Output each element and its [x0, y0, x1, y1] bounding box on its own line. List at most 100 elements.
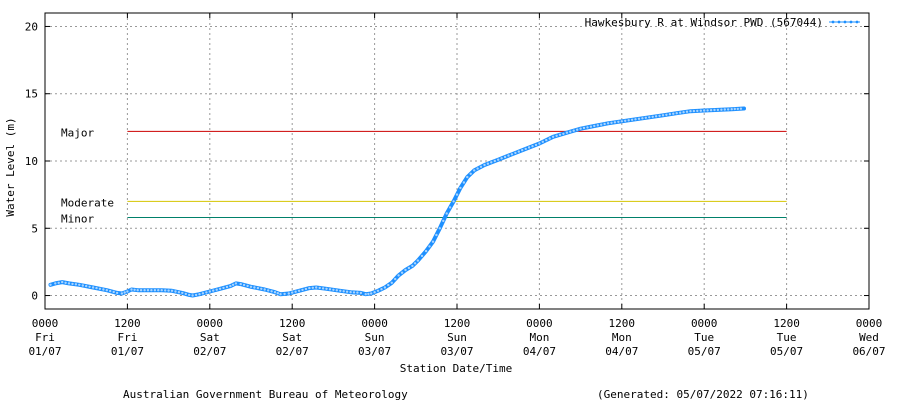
- series-line: [48, 106, 746, 298]
- data-point: [184, 292, 187, 296]
- data-point: [112, 290, 115, 294]
- data-point: [727, 108, 730, 111]
- data-point: [503, 155, 507, 159]
- data-point: [367, 292, 370, 296]
- data-point: [318, 286, 321, 290]
- data-point: [212, 289, 215, 292]
- data-point: [679, 111, 682, 114]
- data-point: [723, 108, 726, 111]
- x-tick-label: 1200: [609, 317, 636, 330]
- x-tick-label: 0000: [361, 317, 388, 330]
- legend-swatch-point: [837, 20, 841, 24]
- data-point: [234, 282, 238, 285]
- data-point: [91, 286, 95, 289]
- data-point: [682, 111, 685, 114]
- data-point: [218, 287, 222, 290]
- footer-source: Australian Government Bureau of Meteorol…: [123, 388, 408, 401]
- data-point: [120, 292, 124, 295]
- threshold-label-moderate: Moderate: [61, 196, 114, 209]
- data-point: [404, 268, 407, 272]
- data-point: [352, 291, 356, 294]
- x-tick-label: Wed: [859, 331, 879, 344]
- data-point: [510, 153, 514, 156]
- x-tick-label: 03/07: [440, 345, 473, 358]
- data-point: [270, 290, 273, 293]
- data-point: [493, 159, 496, 163]
- data-point: [416, 259, 420, 262]
- x-tick-label: Sun: [447, 331, 467, 344]
- data-point: [531, 145, 534, 148]
- data-point: [627, 119, 630, 122]
- data-point: [359, 291, 363, 295]
- data-point: [541, 140, 544, 143]
- data-point: [349, 291, 352, 294]
- data-point: [435, 233, 438, 237]
- data-point: [115, 291, 119, 295]
- data-point: [276, 292, 279, 295]
- data-point: [576, 128, 579, 131]
- data-point: [71, 282, 74, 286]
- y-tick-label: 15: [25, 88, 38, 101]
- data-point: [720, 108, 723, 111]
- data-point: [476, 167, 479, 170]
- data-point: [246, 284, 249, 288]
- data-point: [205, 291, 208, 294]
- x-tick-label: Tue: [694, 331, 714, 344]
- data-point: [733, 107, 736, 111]
- x-tick-label: Tue: [777, 331, 797, 344]
- data-point: [483, 163, 486, 167]
- data-point: [521, 149, 524, 152]
- data-point: [160, 289, 163, 292]
- data-point: [231, 283, 235, 286]
- data-point: [273, 291, 277, 294]
- data-point: [345, 290, 349, 293]
- data-point: [486, 162, 490, 165]
- data-point: [438, 227, 441, 230]
- data-point: [517, 150, 520, 153]
- data-point: [668, 113, 672, 116]
- data-point: [469, 172, 472, 175]
- data-point: [555, 134, 558, 137]
- data-point: [376, 289, 380, 292]
- data-point: [297, 289, 301, 292]
- data-point: [600, 123, 603, 126]
- data-point: [136, 289, 139, 292]
- data-point: [593, 124, 596, 128]
- data-point: [400, 271, 404, 274]
- data-point: [473, 169, 476, 172]
- data-point: [98, 287, 102, 290]
- data-point: [582, 126, 586, 130]
- data-point: [95, 286, 98, 290]
- x-tick-label: 1200: [444, 317, 471, 330]
- data-point: [736, 107, 739, 111]
- x-tick-label: Mon: [529, 331, 549, 344]
- data-point: [390, 281, 393, 284]
- data-point: [287, 292, 290, 295]
- x-tick-label: Mon: [612, 331, 632, 344]
- x-tick-label: 03/07: [358, 345, 391, 358]
- data-point: [596, 124, 599, 127]
- data-point: [198, 293, 201, 296]
- data-point: [126, 290, 129, 293]
- data-point: [466, 175, 469, 179]
- data-point: [328, 288, 332, 291]
- data-point: [648, 116, 651, 119]
- y-axis-title: Water Level (m): [4, 117, 17, 216]
- data-point: [411, 264, 414, 268]
- data-point: [739, 107, 743, 110]
- legend-swatch-point: [849, 20, 853, 24]
- data-point: [57, 281, 60, 284]
- data-point: [610, 121, 613, 125]
- data-point: [551, 135, 555, 138]
- data-point: [548, 137, 551, 140]
- data-point: [102, 288, 105, 291]
- data-point: [685, 110, 689, 113]
- data-point: [606, 122, 610, 125]
- legend-swatch-point: [831, 20, 835, 24]
- data-point: [335, 289, 338, 292]
- data-point: [617, 120, 620, 124]
- data-point: [634, 118, 637, 121]
- x-tick-label: 02/07: [276, 345, 309, 358]
- data-point: [452, 200, 455, 203]
- data-point: [191, 294, 194, 297]
